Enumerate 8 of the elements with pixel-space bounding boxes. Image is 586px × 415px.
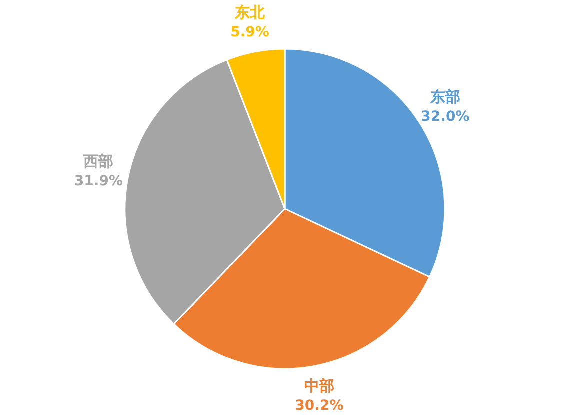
data-label: 32.0% [421,109,470,126]
data-label: 5.9% [230,24,270,40]
data-label: 30.2% [295,398,344,414]
slice-label: 东部 [429,88,460,106]
slice-label: 东北 [234,3,266,22]
slice-label: 中部 [304,376,334,395]
slice-label: 西部 [82,152,114,171]
data-label: 31.9% [74,174,123,190]
